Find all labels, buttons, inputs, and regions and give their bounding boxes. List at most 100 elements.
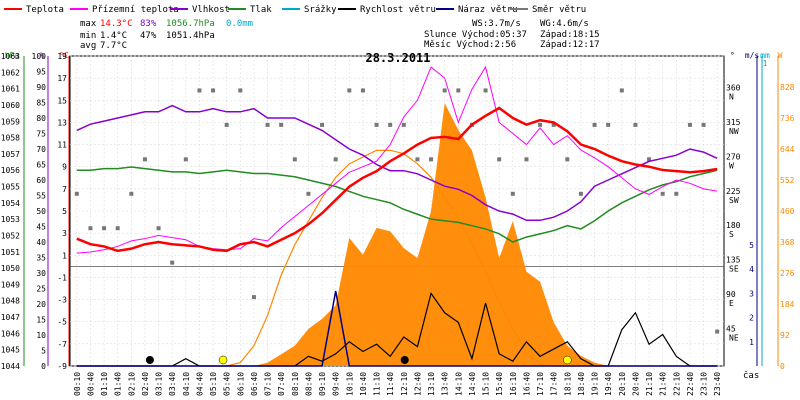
pressure-unit: hPa bbox=[5, 51, 20, 60]
wind-dir-point bbox=[483, 88, 488, 93]
wind-dir-point bbox=[388, 122, 393, 127]
x-tick-label: 20:10 bbox=[618, 372, 627, 396]
wind-dir-point bbox=[660, 191, 665, 196]
x-tick-label: 18:40 bbox=[577, 372, 586, 396]
wind-dir-point bbox=[619, 88, 624, 93]
sunrise-info: Slunce Východ:05:37 bbox=[424, 30, 527, 40]
x-tick-label: 00:40 bbox=[86, 372, 95, 396]
solar-unit: W bbox=[778, 51, 783, 60]
solar-tick-label: 552 bbox=[780, 176, 795, 185]
humidity-tick-label: 40 bbox=[36, 238, 46, 247]
x-tick-label: 03:40 bbox=[168, 372, 177, 396]
x-tick-label: 21:40 bbox=[659, 372, 668, 396]
legend-label: Vlhkost bbox=[192, 5, 230, 15]
temperature-tick-label: 5 bbox=[62, 207, 67, 216]
x-tick-label: 09:10 bbox=[318, 372, 327, 396]
wind-dir-point bbox=[415, 157, 420, 162]
wind-dir-point bbox=[401, 122, 406, 127]
x-tick-label: 22:40 bbox=[686, 372, 695, 396]
x-tick-label: 05:40 bbox=[223, 372, 232, 396]
x-tick-label: 13:10 bbox=[427, 372, 436, 396]
x-tick-label: 07:10 bbox=[264, 372, 273, 396]
temperature-tick-label: -3 bbox=[57, 296, 67, 305]
min-label: min bbox=[80, 31, 96, 41]
pressure-tick-label: 1045 bbox=[1, 346, 20, 355]
wind-gust-line bbox=[76, 290, 718, 367]
x-tick-label: 02:40 bbox=[141, 372, 150, 396]
x-tick-label: 20:40 bbox=[631, 372, 640, 396]
x-tick-label: 19:10 bbox=[591, 372, 600, 396]
x-tick-label: 10:10 bbox=[345, 372, 354, 396]
humidity-tick-label: 0 bbox=[41, 362, 46, 371]
temperature-tick-label: -9 bbox=[57, 362, 67, 371]
wind-dir-tick-label: 225 bbox=[726, 187, 741, 196]
pressure-tick-label: 1063 bbox=[1, 52, 20, 61]
avg-label: avg bbox=[80, 41, 96, 51]
wind-dir-tick-label: 180 bbox=[726, 221, 741, 230]
x-tick-label: 15:40 bbox=[495, 372, 504, 396]
wind-dir-point bbox=[538, 122, 543, 127]
temperature-tick-label: 3 bbox=[62, 229, 67, 238]
legend-label: Přízemní teplota bbox=[92, 5, 179, 15]
temperature-tick-label: -5 bbox=[57, 318, 67, 327]
wind-dir-tick-label: 135 bbox=[726, 256, 741, 265]
temperature-unit: °C bbox=[59, 51, 69, 60]
solar-tick-label: 368 bbox=[780, 238, 795, 247]
pressure-tick-label: 1051 bbox=[1, 248, 20, 257]
x-tick-label: 10:40 bbox=[359, 372, 368, 396]
solar-tick-label: 0 bbox=[780, 362, 785, 371]
max-humidity: 83% bbox=[140, 19, 157, 29]
x-tick-label: 23:40 bbox=[713, 372, 722, 396]
legend-label: Tlak bbox=[250, 5, 272, 15]
pressure-tick-label: 1062 bbox=[1, 68, 20, 77]
pressure-tick-label: 1057 bbox=[1, 150, 20, 159]
wind-dir-point bbox=[360, 88, 365, 93]
wind-dir-point bbox=[715, 329, 720, 334]
wind-dir-point bbox=[279, 122, 284, 127]
chart-title: 28.3.2011 bbox=[365, 51, 430, 65]
pressure-tick-label: 1050 bbox=[1, 264, 20, 273]
wind-dir-point bbox=[456, 88, 461, 93]
wind-dir-point bbox=[306, 191, 311, 196]
x-tick-label: 16:40 bbox=[522, 372, 531, 396]
humidity-tick-label: 70 bbox=[36, 145, 46, 154]
x-tick-label: 05:10 bbox=[209, 372, 218, 396]
x-tick-label: 09:40 bbox=[332, 372, 341, 396]
legend-label: Náraz větru bbox=[458, 5, 518, 15]
pressure-tick-label: 1056 bbox=[1, 166, 20, 175]
x-tick-label: 06:40 bbox=[250, 372, 259, 396]
pressure-tick-label: 1046 bbox=[1, 329, 20, 338]
temperature-tick-label: 7 bbox=[62, 185, 67, 194]
wind-dir-point bbox=[565, 157, 570, 162]
x-tick-label: 14:10 bbox=[454, 372, 463, 396]
legend-label: Rychlost větru bbox=[360, 5, 436, 15]
wind-dir-point bbox=[633, 122, 638, 127]
x-tick-label: 11:40 bbox=[386, 372, 395, 396]
wind-dir-point bbox=[183, 157, 188, 162]
x-tick-label: 19:40 bbox=[604, 372, 613, 396]
wind-dir-point bbox=[510, 191, 515, 196]
solar-tick-label: 460 bbox=[780, 207, 795, 216]
humidity-tick-label: 65 bbox=[36, 161, 46, 170]
x-tick-label: 01:40 bbox=[114, 372, 123, 396]
x-tick-label: 21:10 bbox=[645, 372, 654, 396]
x-tick-label: 14:40 bbox=[468, 372, 477, 396]
humidity-tick-label: 10 bbox=[36, 331, 46, 340]
wind-dir-point bbox=[497, 157, 502, 162]
sunrise-marker bbox=[218, 355, 228, 365]
temperature-tick-label: 19 bbox=[57, 52, 67, 61]
humidity-unit: % bbox=[40, 51, 45, 60]
wind-dir-point bbox=[142, 157, 147, 162]
wind-sun-info: WS:3.7m/s WG:4.6m/s Slunce Východ:05:37 … bbox=[424, 19, 600, 50]
x-tick-label: 06:10 bbox=[236, 372, 245, 396]
pressure-tick-label: 1047 bbox=[1, 313, 20, 322]
solar-tick-label: 736 bbox=[780, 114, 795, 123]
solar-radiation-area bbox=[76, 103, 718, 366]
wind-dir-point bbox=[606, 122, 611, 127]
wind-dir-point bbox=[442, 88, 447, 93]
max-rain: 0.0mm bbox=[226, 19, 253, 29]
temperature-line bbox=[76, 106, 718, 253]
x-tick-label: 17:40 bbox=[550, 372, 559, 396]
humidity-tick-label: 15 bbox=[36, 316, 46, 325]
